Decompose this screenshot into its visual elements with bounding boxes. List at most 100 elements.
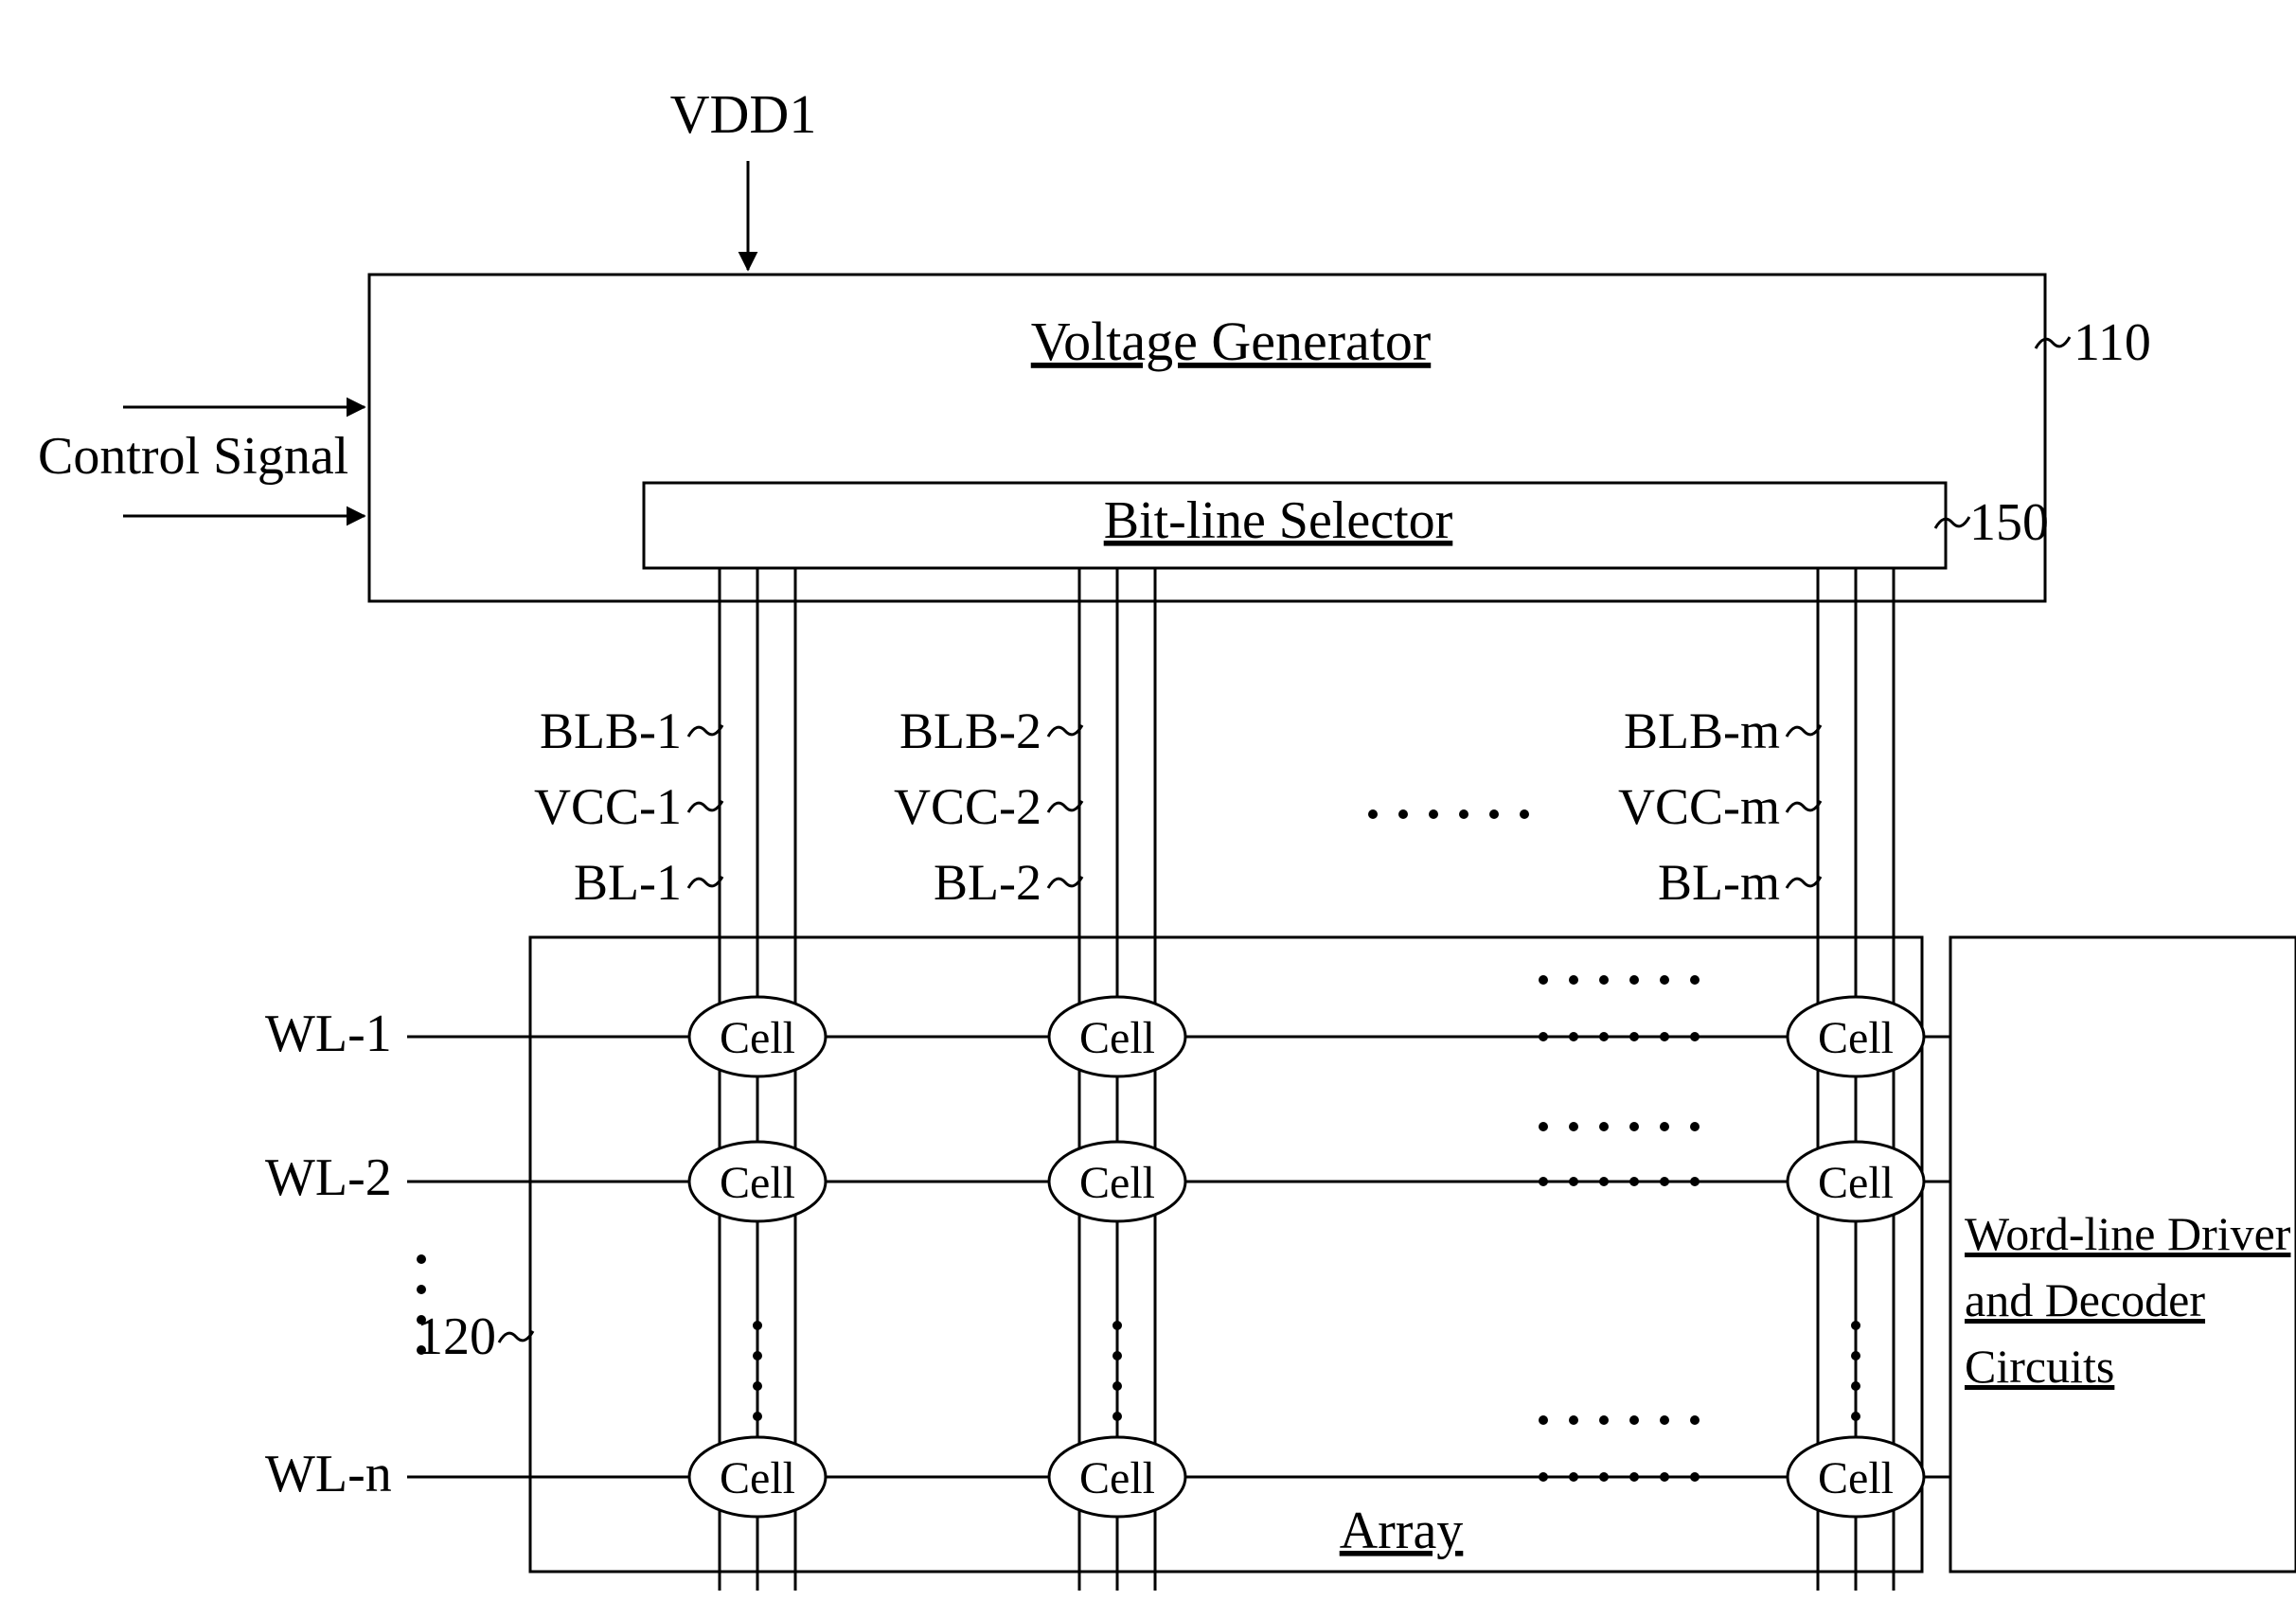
hdots-1-dot-3 [1429, 809, 1438, 819]
label-wldriver2: and Decoder [1965, 1273, 2205, 1326]
vdots-3-dot-3 [1112, 1381, 1122, 1391]
label-ref_110: 110 [2074, 313, 2151, 372]
hdots-3-dot-4 [1629, 1032, 1639, 1041]
hdots-3-dot-1 [1539, 1032, 1548, 1041]
hdots-7-dot-1 [1539, 1472, 1548, 1482]
label-blb2: BLB-2 [899, 702, 1041, 759]
cell-1-2-label: Cell [1079, 1013, 1155, 1063]
label-vccm: VCC-m [1618, 778, 1780, 835]
hdots-7-dot-3 [1599, 1472, 1609, 1482]
tilde-1 [2036, 337, 2070, 348]
tilde-11 [1787, 801, 1821, 812]
tilde-8 [1048, 801, 1082, 812]
hdots-6-dot-2 [1569, 1415, 1578, 1425]
hdots-3-dot-5 [1660, 1032, 1669, 1041]
cell-3-1-label: Cell [720, 1453, 795, 1503]
cell-2-3-label: Cell [1818, 1158, 1894, 1208]
cell-3-3-label: Cell [1818, 1453, 1894, 1503]
hdots-6-dot-1 [1539, 1415, 1548, 1425]
cell-1-1-label: Cell [720, 1013, 795, 1063]
hdots-2-dot-4 [1629, 975, 1639, 985]
tilde-12 [1787, 877, 1821, 888]
label-wln: WL-n [265, 1445, 392, 1503]
label-array: Array [1340, 1502, 1464, 1560]
hdots-5-dot-4 [1629, 1177, 1639, 1186]
label-wl1: WL-1 [265, 1005, 392, 1063]
hdots-5-dot-2 [1569, 1177, 1578, 1186]
vdots-1-dot-2 [417, 1285, 426, 1294]
hdots-6-dot-4 [1629, 1415, 1639, 1425]
hdots-2-dot-3 [1599, 975, 1609, 985]
vdots-2-dot-2 [753, 1351, 762, 1360]
vdots-4-dot-1 [1851, 1321, 1860, 1330]
hdots-4-dot-1 [1539, 1122, 1548, 1131]
cell-2-2-label: Cell [1079, 1158, 1155, 1208]
vdots-3-dot-2 [1112, 1351, 1122, 1360]
hdots-7-dot-4 [1629, 1472, 1639, 1482]
hdots-4-dot-4 [1629, 1122, 1639, 1131]
hdots-1-dot-4 [1459, 809, 1468, 819]
hdots-1-dot-5 [1489, 809, 1499, 819]
hdots-2-dot-6 [1690, 975, 1700, 985]
tilde-10 [1787, 725, 1821, 737]
label-vcc2: VCC-2 [894, 778, 1041, 835]
vdots-2-dot-3 [753, 1381, 762, 1391]
vdots-2-dot-4 [753, 1412, 762, 1421]
hdots-4-dot-3 [1599, 1122, 1609, 1131]
tilde-4 [688, 725, 722, 737]
cell-3-2-label: Cell [1079, 1453, 1155, 1503]
tilde-9 [1048, 877, 1082, 888]
hdots-6-dot-5 [1660, 1415, 1669, 1425]
hdots-7-dot-2 [1569, 1472, 1578, 1482]
hdots-6-dot-3 [1599, 1415, 1609, 1425]
label-bl2: BL-2 [934, 854, 1041, 911]
label-bitline_sel: Bit-line Selector [1104, 491, 1453, 550]
hdots-3-dot-2 [1569, 1032, 1578, 1041]
label-wldriver1: Word-line Driver [1965, 1207, 2291, 1260]
label-vdd1: VDD1 [670, 83, 817, 145]
tilde-2 [1935, 517, 1969, 528]
hdots-2-dot-1 [1539, 975, 1548, 985]
hdots-6-dot-6 [1690, 1415, 1700, 1425]
hdots-1-dot-1 [1368, 809, 1378, 819]
hdots-3-dot-6 [1690, 1032, 1700, 1041]
label-bl1: BL-1 [574, 854, 682, 911]
hdots-2-dot-5 [1660, 975, 1669, 985]
hdots-5-dot-1 [1539, 1177, 1548, 1186]
tilde-7 [1048, 725, 1082, 737]
hdots-3-dot-3 [1599, 1032, 1609, 1041]
label-blm: BL-m [1658, 854, 1780, 911]
hdots-4-dot-2 [1569, 1122, 1578, 1131]
label-wl2: WL-2 [265, 1148, 392, 1207]
label-vcc1: VCC-1 [534, 778, 682, 835]
hdots-4-dot-5 [1660, 1122, 1669, 1131]
label-blbm: BLB-m [1624, 702, 1780, 759]
label-ref_120: 120 [417, 1307, 496, 1366]
hdots-7-dot-6 [1690, 1472, 1700, 1482]
cell-2-1-label: Cell [720, 1158, 795, 1208]
tilde-5 [688, 801, 722, 812]
tilde-6 [688, 877, 722, 888]
vdots-1-dot-1 [417, 1254, 426, 1264]
hdots-2-dot-2 [1569, 975, 1578, 985]
label-ref_150: 150 [1969, 493, 2049, 552]
hdots-5-dot-5 [1660, 1177, 1669, 1186]
label-voltage_gen: Voltage Generator [1031, 311, 1431, 372]
vdots-2-dot-1 [753, 1321, 762, 1330]
label-blb1: BLB-1 [540, 702, 682, 759]
hdots-5-dot-3 [1599, 1177, 1609, 1186]
vdots-4-dot-3 [1851, 1381, 1860, 1391]
hdots-1-dot-2 [1398, 809, 1408, 819]
tilde-3 [499, 1331, 533, 1342]
vdots-3-dot-1 [1112, 1321, 1122, 1330]
vdots-3-dot-4 [1112, 1412, 1122, 1421]
hdots-5-dot-6 [1690, 1177, 1700, 1186]
hdots-4-dot-6 [1690, 1122, 1700, 1131]
cell-1-3-label: Cell [1818, 1013, 1894, 1063]
vdots-4-dot-4 [1851, 1412, 1860, 1421]
hdots-1-dot-6 [1520, 809, 1529, 819]
label-control_signal: Control Signal [38, 427, 348, 486]
vdots-4-dot-2 [1851, 1351, 1860, 1360]
hdots-7-dot-5 [1660, 1472, 1669, 1482]
label-wldriver3: Circuits [1965, 1340, 2114, 1393]
